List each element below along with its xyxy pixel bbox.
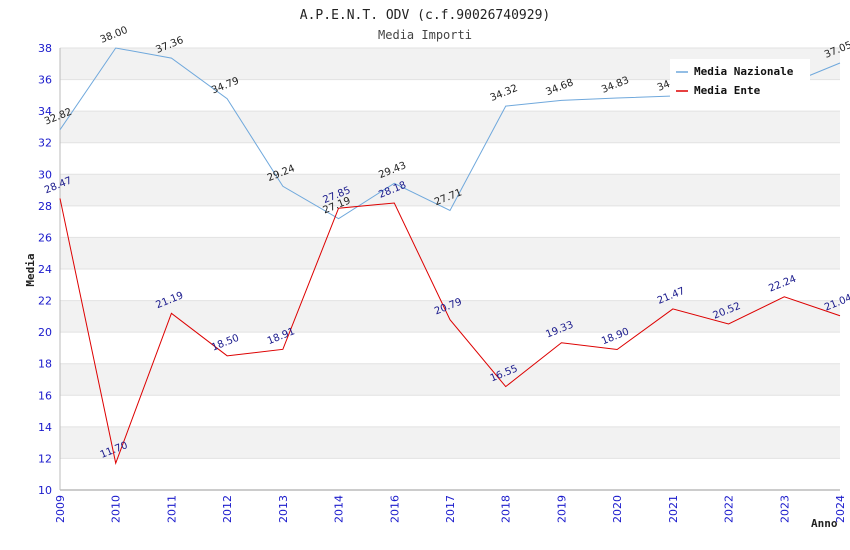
x-tick-label: 2021 [667,495,680,523]
y-tick-label: 32 [38,137,52,150]
y-tick-label: 18 [38,358,52,371]
y-tick-label: 34 [38,105,52,118]
y-axis-ticks: 10 12 14 16 18 20 22 24 26 28 30 32 34 36 38 [38,42,52,497]
y-tick-label: 24 [38,263,52,276]
legend: Media Nazionale Media Ente [670,59,810,101]
x-tick-label: 2010 [110,495,123,523]
grid-bands [60,47,840,491]
x-tick-label: 2020 [611,495,624,523]
y-tick-label: 38 [38,42,52,55]
grid-band [60,300,840,333]
x-tick-label: 2012 [221,495,234,523]
y-tick-label: 22 [38,295,52,308]
grid-band [60,332,840,364]
y-tick-label: 10 [38,484,52,497]
y-tick-label: 30 [38,168,52,181]
y-tick-label: 36 [38,74,52,87]
data-label-nazionale: 34 [656,79,672,94]
y-tick-label: 14 [38,421,52,434]
x-tick-label: 2016 [388,495,401,523]
x-tick-label: 2022 [723,495,736,523]
grid-band [60,269,840,301]
y-tick-label: 16 [38,389,52,402]
grid-band [60,426,840,459]
grid-band [60,458,840,490]
x-tick-label: 2014 [333,495,346,523]
y-tick-label: 28 [38,200,52,213]
grid-band [60,142,840,175]
legend-item-nazionale: Media Nazionale [694,65,794,78]
grid-band [60,237,840,269]
x-tick-label: 2024 [834,495,847,523]
data-label-nazionale: 38.00 [99,25,130,46]
x-axis-ticks: 2009 2010 2011 2012 2013 2014 2016 2017 2018 2019… [54,495,847,523]
x-tick-label: 2018 [500,495,513,523]
grid-band [60,111,840,143]
legend-item-ente: Media Ente [694,84,761,97]
x-tick-label: 2013 [277,495,290,523]
x-tick-label: 2019 [555,495,568,523]
grid-band [60,395,840,427]
grid-band [60,205,840,238]
x-tick-label: 2017 [444,495,457,523]
y-tick-label: 26 [38,231,52,244]
x-tick-label: 2009 [54,495,67,523]
grid-band [60,363,840,396]
x-axis-label: Anno [811,517,838,530]
grid-band [60,174,840,206]
chart-subtitle: Media Importi [378,28,472,42]
legend-box [670,59,810,101]
x-tick-label: 2023 [778,495,791,523]
y-tick-label: 20 [38,326,52,339]
series-line-ente [59,198,841,465]
y-tick-label: 12 [38,452,52,465]
x-tick-label: 2011 [165,495,178,523]
y-axis-label: Media [24,253,37,286]
chart-title: A.P.E.N.T. ODV (c.f.90026740929) [300,8,550,23]
